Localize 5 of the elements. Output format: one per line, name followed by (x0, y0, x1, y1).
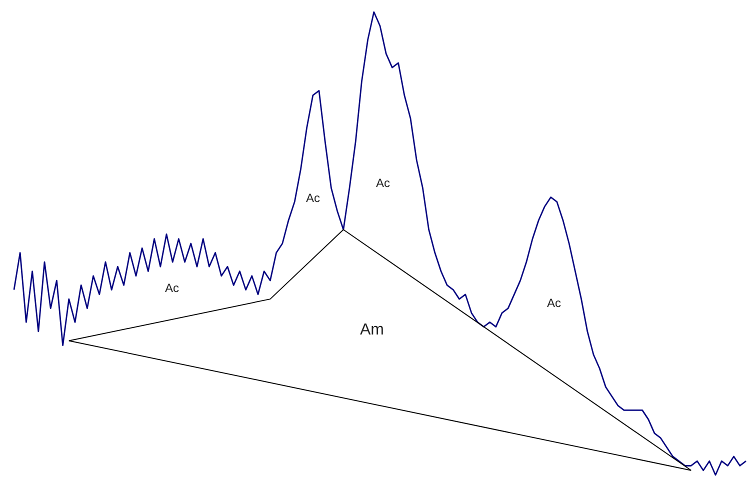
annotation: Am (360, 322, 384, 338)
annotation: Ac (376, 176, 390, 190)
annotation: Ac (547, 296, 562, 310)
annotation: Ac (165, 281, 180, 295)
annotation: Ac (306, 191, 320, 205)
